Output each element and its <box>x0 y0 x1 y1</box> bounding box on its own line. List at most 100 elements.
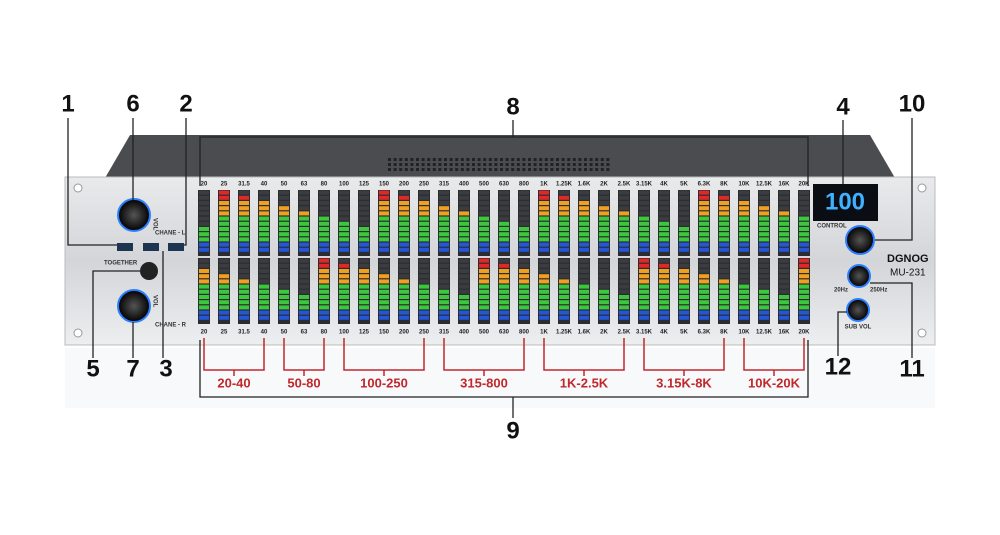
vent-slot <box>421 168 425 171</box>
band-label: 50 <box>281 182 288 188</box>
meter-segment <box>319 227 329 231</box>
meter-segment <box>539 216 549 221</box>
meter-segment <box>219 227 229 231</box>
button-3[interactable] <box>168 243 184 251</box>
meter-segment <box>619 232 629 237</box>
meter-segment <box>599 263 609 268</box>
meter-segment <box>359 211 369 216</box>
meter-segment <box>519 221 529 226</box>
meter-segment <box>319 269 329 273</box>
meter-segment <box>419 227 429 231</box>
meter-segment <box>459 305 469 310</box>
meter-segment <box>719 289 729 294</box>
vent-slot <box>539 168 543 171</box>
meter-segment <box>759 242 769 247</box>
meter-segment <box>679 263 689 268</box>
meter-segment <box>559 237 569 242</box>
meter-segment <box>359 269 369 273</box>
meter-segment <box>579 269 589 273</box>
callout-number: 8 <box>506 93 519 120</box>
vent-slot <box>584 168 587 171</box>
freq-knob[interactable] <box>847 264 871 288</box>
meter-segment <box>319 237 329 242</box>
meter-segment <box>479 190 489 195</box>
meter-segment <box>199 300 209 305</box>
vent-slot <box>421 158 425 161</box>
meter-segment <box>359 289 369 294</box>
vent-slot <box>550 163 554 166</box>
meter-segment <box>719 279 729 284</box>
meter-segment <box>399 279 409 284</box>
meter-segment <box>679 201 689 205</box>
meter-segment <box>459 201 469 205</box>
meter-segment <box>299 258 309 263</box>
meter-segment <box>519 284 529 289</box>
band-label: 80 <box>321 330 328 336</box>
meter-segment <box>679 216 689 221</box>
band-label: 125 <box>359 330 370 336</box>
vol-knob-right[interactable] <box>117 289 151 323</box>
meter-segment <box>679 232 689 237</box>
meter-segment <box>459 227 469 231</box>
meter-segment <box>619 201 629 205</box>
meter-segment <box>539 263 549 268</box>
meter-segment <box>579 247 589 252</box>
control-knob[interactable] <box>845 225 875 255</box>
meter-segment <box>459 263 469 268</box>
meter-segment <box>299 247 309 252</box>
meter-segment <box>799 263 809 268</box>
meter-segment <box>339 289 349 294</box>
vent-slot <box>472 158 475 161</box>
meter-segment <box>699 201 709 205</box>
meter-segment <box>759 201 769 205</box>
meter-segment <box>499 315 509 320</box>
meter-segment <box>659 242 669 247</box>
meter-segment <box>459 269 469 273</box>
vol-knob-left[interactable] <box>117 198 151 232</box>
meter-segment <box>799 310 809 315</box>
meter-segment <box>679 310 689 315</box>
meter-segment <box>279 274 289 279</box>
meter-segment <box>399 289 409 294</box>
meter-segment <box>299 195 309 200</box>
meter-segment <box>479 227 489 231</box>
meter-segment <box>259 242 269 247</box>
button-1[interactable] <box>117 243 133 251</box>
meter-segment <box>439 221 449 226</box>
meter-segment <box>199 216 209 221</box>
meter-segment <box>479 300 489 305</box>
meter-segment <box>639 305 649 310</box>
meter-segment <box>219 247 229 252</box>
meter-segment <box>759 284 769 289</box>
meter-segment <box>799 300 809 305</box>
meter-segment <box>739 227 749 231</box>
band-label: 125 <box>359 182 370 188</box>
sub-vol-knob[interactable] <box>846 298 870 322</box>
meter-segment <box>319 300 329 305</box>
meter-segment <box>379 305 389 310</box>
meter-segment <box>799 242 809 247</box>
meter-segment <box>259 216 269 221</box>
range-label: 1K-2.5K <box>560 375 609 390</box>
meter-segment <box>299 274 309 279</box>
meter-segment <box>719 269 729 273</box>
band-label: 315 <box>439 182 450 188</box>
meter-segment <box>399 295 409 299</box>
vent-slot <box>584 163 587 166</box>
meter-segment <box>359 232 369 237</box>
meter-segment <box>659 315 669 320</box>
meter-segment <box>499 310 509 315</box>
meter-segment <box>399 242 409 247</box>
meter-segment <box>639 300 649 305</box>
meter-segment <box>739 305 749 310</box>
meter-segment <box>779 195 789 200</box>
meter-segment <box>799 295 809 299</box>
meter-segment <box>659 247 669 252</box>
meter-segment <box>459 284 469 289</box>
together-button[interactable] <box>140 262 158 280</box>
meter-segment <box>499 300 509 305</box>
meter-segment <box>339 274 349 279</box>
button-2[interactable] <box>143 243 159 251</box>
rack-hole <box>917 328 927 338</box>
meter-segment <box>559 216 569 221</box>
